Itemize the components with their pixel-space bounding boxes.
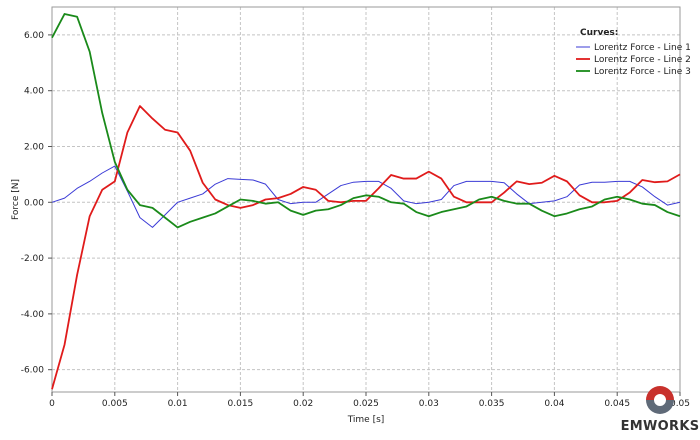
y-tick-label: 0.00 (24, 198, 44, 208)
series-line-3 (51, 13, 681, 229)
logo-arc-bottom (646, 400, 674, 414)
x-tick-label: 0.025 (353, 399, 379, 409)
emworks-logo-text: EMWORKS (621, 419, 700, 434)
x-axis-title: Time [s] (347, 415, 385, 425)
x-tick-label: 0.035 (479, 399, 505, 409)
legend-label-1: Lorentz Force - Line 1 (594, 43, 691, 53)
series-layer (51, 13, 681, 390)
legend-label-3: Lorentz Force - Line 3 (594, 67, 691, 77)
logo-arc-top (646, 386, 674, 400)
y-tick-label: -2.00 (21, 254, 45, 264)
legend-title: Curves: (580, 28, 618, 38)
emworks-logo: EMWORKS (621, 386, 700, 434)
y-tick-label: 6.00 (24, 31, 44, 41)
legend: Curves: Lorentz Force - Line 1 Lorentz Fo… (576, 28, 691, 77)
series-line-2 (51, 105, 681, 390)
logo-center (656, 396, 664, 404)
emworks-logo-mark-icon (646, 386, 674, 414)
x-axis-ticks: 0 0.005 0.01 0.015 0.02 0.025 0.03 0.035 0.04 0.0… (49, 392, 690, 409)
y-tick-label: 2.00 (24, 142, 44, 152)
legend-label-2: Lorentz Force - Line 2 (594, 55, 691, 65)
x-tick-label: 0.02 (293, 399, 313, 409)
x-tick-label: 0.015 (228, 399, 254, 409)
x-tick-label: 0.04 (544, 399, 564, 409)
y-axis-ticks: -6.00 -4.00 -2.00 0.00 2.00 4.00 6.00 (21, 31, 52, 376)
x-tick-label: 0.01 (168, 399, 188, 409)
x-tick-label: 0 (49, 399, 55, 409)
y-axis-title: Force [N] (11, 179, 21, 220)
y-tick-label: -6.00 (21, 366, 45, 376)
y-tick-label: -4.00 (21, 310, 45, 320)
x-tick-label: 0.05 (670, 399, 690, 409)
x-tick-label: 0.005 (102, 399, 128, 409)
y-tick-label: 4.00 (24, 87, 44, 97)
x-tick-label: 0.045 (604, 399, 630, 409)
x-tick-label: 0.03 (419, 399, 439, 409)
series-line-1 (51, 165, 681, 228)
